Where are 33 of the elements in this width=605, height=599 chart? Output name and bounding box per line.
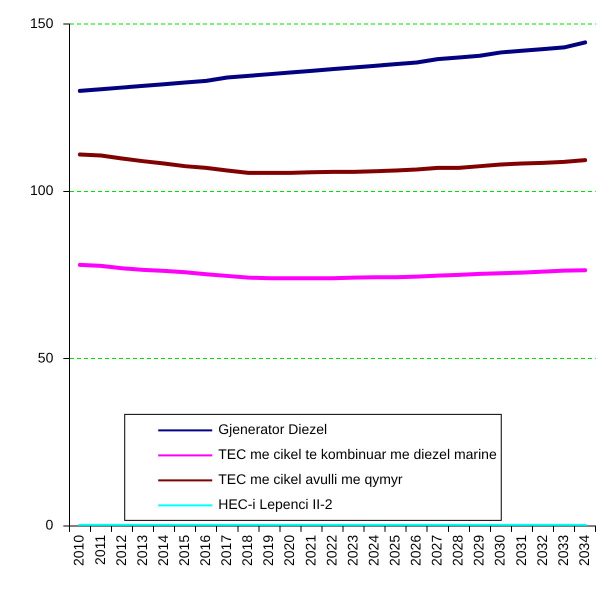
x-tick-label: 2028 <box>450 534 466 566</box>
x-tick-label: 2022 <box>323 534 340 566</box>
x-tick-label: 2029 <box>470 534 487 566</box>
x-tick-label: 2011 <box>92 534 108 565</box>
x-tick-label: 2018 <box>239 534 256 566</box>
x-tick-label: 2023 <box>344 534 360 566</box>
x-tick-label: 2026 <box>408 534 424 566</box>
x-tick-label: 2016 <box>197 534 214 566</box>
y-tick-label: 0 <box>46 516 54 533</box>
legend-label: TEC me cikel avulli me qymyr <box>218 471 403 488</box>
x-tick-label: 2031 <box>512 534 529 566</box>
x-tick-label: 2030 <box>492 534 508 566</box>
y-tick-label: 50 <box>38 349 54 366</box>
legend-label: TEC me cikel te kombinuar me diezel marine <box>218 446 497 462</box>
x-tick-label: 2033 <box>554 534 571 566</box>
x-tick-label: 2034 <box>576 534 592 566</box>
x-tick-label: 2012 <box>112 534 129 566</box>
x-tick-label: 2014 <box>154 534 171 566</box>
x-tick-label: 2021 <box>302 534 318 566</box>
legend-label: Gjenerator Diezel <box>218 421 328 438</box>
x-tick-label: 2013 <box>134 534 150 566</box>
x-tick-label: 2032 <box>534 534 550 566</box>
x-tick-label: 2010 <box>70 534 87 566</box>
x-tick-label: 2017 <box>218 534 234 566</box>
x-tick-label: 2025 <box>386 534 402 566</box>
x-tick-label: 2027 <box>428 534 445 566</box>
x-tick-label: 2015 <box>176 534 192 566</box>
x-tick-label: 2024 <box>365 534 382 566</box>
y-tick-label: 100 <box>30 182 54 198</box>
x-tick-label: 2019 <box>260 534 276 566</box>
x-tick-label: 2020 <box>281 534 298 566</box>
y-tick-label: 150 <box>30 14 54 31</box>
legend-label: HEC-i Lepenci II-2 <box>218 496 333 512</box>
